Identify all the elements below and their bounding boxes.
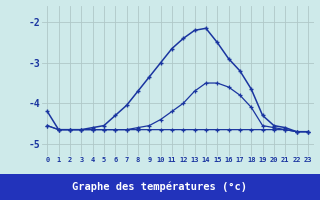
- Text: Graphe des températures (°c): Graphe des températures (°c): [73, 182, 247, 192]
